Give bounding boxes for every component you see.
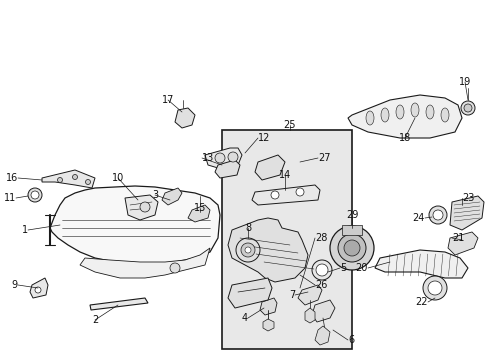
Text: 12: 12: [258, 133, 270, 143]
Polygon shape: [449, 196, 483, 230]
Circle shape: [311, 260, 331, 280]
Text: 8: 8: [244, 223, 250, 233]
Ellipse shape: [425, 105, 433, 119]
Ellipse shape: [410, 103, 418, 117]
Polygon shape: [374, 250, 467, 278]
Polygon shape: [314, 326, 329, 345]
Circle shape: [31, 191, 39, 199]
Polygon shape: [263, 319, 273, 331]
Circle shape: [295, 188, 304, 196]
Text: 27: 27: [317, 153, 330, 163]
Polygon shape: [227, 218, 307, 282]
Circle shape: [460, 101, 474, 115]
Text: 16: 16: [6, 173, 18, 183]
Text: 10: 10: [112, 173, 124, 183]
Text: 13: 13: [202, 153, 214, 163]
Text: 4: 4: [242, 313, 247, 323]
Text: 2: 2: [92, 315, 98, 325]
Polygon shape: [297, 285, 321, 305]
Ellipse shape: [380, 108, 388, 122]
Circle shape: [337, 234, 365, 262]
Polygon shape: [260, 298, 276, 315]
Circle shape: [227, 152, 238, 162]
Circle shape: [35, 287, 41, 293]
Polygon shape: [30, 278, 48, 298]
Text: 7: 7: [288, 290, 294, 300]
Polygon shape: [175, 108, 195, 128]
Text: 3: 3: [152, 190, 158, 200]
Text: 19: 19: [458, 77, 470, 87]
Polygon shape: [42, 170, 95, 188]
Circle shape: [72, 175, 77, 180]
Circle shape: [236, 238, 260, 262]
Circle shape: [427, 281, 441, 295]
Text: 1: 1: [22, 225, 28, 235]
Text: 18: 18: [398, 133, 410, 143]
Text: 21: 21: [451, 233, 464, 243]
Ellipse shape: [365, 111, 373, 125]
Circle shape: [329, 226, 373, 270]
Text: 14: 14: [278, 170, 290, 180]
Polygon shape: [187, 205, 209, 222]
Polygon shape: [251, 185, 319, 205]
Text: 6: 6: [347, 335, 353, 345]
Bar: [222, 130, 351, 349]
Polygon shape: [347, 95, 461, 138]
Circle shape: [85, 180, 90, 184]
Ellipse shape: [440, 108, 448, 122]
Polygon shape: [125, 195, 158, 220]
Polygon shape: [204, 148, 242, 168]
Polygon shape: [311, 300, 334, 322]
Polygon shape: [162, 188, 182, 205]
Circle shape: [140, 202, 150, 212]
Polygon shape: [305, 308, 314, 323]
Polygon shape: [80, 248, 209, 278]
Text: 29: 29: [345, 210, 357, 220]
Circle shape: [241, 243, 254, 257]
Ellipse shape: [395, 105, 403, 119]
Text: 23: 23: [461, 193, 473, 203]
Circle shape: [343, 240, 359, 256]
Circle shape: [215, 153, 224, 163]
Circle shape: [463, 104, 471, 112]
Polygon shape: [254, 155, 285, 180]
Polygon shape: [90, 298, 148, 310]
Text: 11: 11: [4, 193, 16, 203]
Circle shape: [58, 177, 62, 183]
Circle shape: [422, 276, 446, 300]
Polygon shape: [215, 160, 240, 178]
Circle shape: [244, 247, 250, 253]
Circle shape: [315, 264, 327, 276]
Text: 28: 28: [314, 233, 326, 243]
Text: 25: 25: [283, 120, 296, 130]
Text: 17: 17: [162, 95, 174, 105]
Circle shape: [428, 206, 446, 224]
Polygon shape: [227, 278, 271, 308]
Text: 15: 15: [193, 203, 206, 213]
Circle shape: [28, 188, 42, 202]
Circle shape: [170, 263, 180, 273]
Polygon shape: [50, 186, 220, 264]
Circle shape: [432, 210, 442, 220]
Text: 9: 9: [12, 280, 18, 290]
Text: 26: 26: [314, 280, 326, 290]
Bar: [341, 225, 361, 235]
Polygon shape: [447, 232, 477, 255]
Text: 24: 24: [412, 213, 424, 223]
Text: 5: 5: [339, 263, 346, 273]
Circle shape: [270, 191, 279, 199]
Text: 22: 22: [415, 297, 427, 307]
Text: 20: 20: [355, 263, 367, 273]
